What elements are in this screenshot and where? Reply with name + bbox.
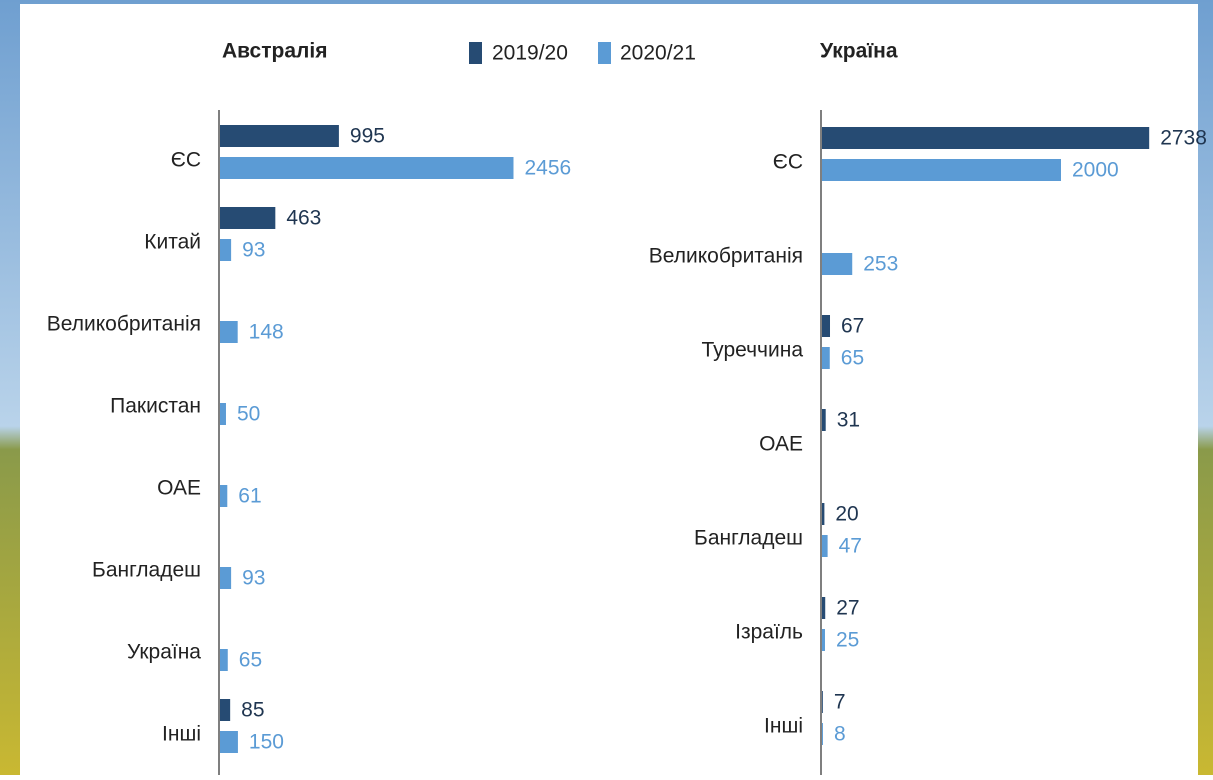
bar: [220, 699, 231, 721]
legend-swatch: [469, 42, 482, 64]
data-label: 150: [249, 731, 284, 754]
data-label: 65: [841, 347, 864, 370]
data-label: 2738: [1160, 127, 1207, 150]
bar: [220, 321, 238, 343]
y-tick-label: Ізраїль: [735, 621, 803, 644]
data-label: 47: [839, 535, 862, 558]
y-tick-label: Бангладеш: [694, 527, 803, 550]
data-label: 27: [836, 597, 859, 620]
data-label: 50: [237, 403, 260, 426]
data-label: 463: [286, 207, 321, 230]
bar: [822, 503, 825, 525]
y-tick-label: Україна: [127, 641, 201, 664]
y-tick-label: Пакистан: [110, 395, 201, 418]
data-label: 93: [242, 567, 265, 590]
data-label: 2456: [524, 157, 571, 180]
data-label: 995: [350, 125, 385, 148]
y-tick-label: ОАЕ: [759, 433, 803, 456]
y-tick-label: ОАЕ: [157, 477, 201, 500]
bar: [220, 567, 232, 589]
y-tick-label: Інші: [764, 715, 803, 738]
data-label: 85: [241, 699, 264, 722]
y-tick-label: ЄС: [171, 149, 201, 172]
bar: [220, 649, 228, 671]
bar: [220, 403, 226, 425]
bar: [822, 409, 826, 431]
y-tick-label: Китай: [144, 231, 201, 254]
bar: [822, 629, 825, 651]
bar: [822, 723, 823, 745]
data-label: 61: [238, 485, 261, 508]
data-label: 67: [841, 315, 864, 338]
y-tick-label: Бангладеш: [92, 559, 201, 582]
legend-label: 2020/21: [620, 42, 696, 65]
bar: [822, 597, 826, 619]
data-label: 31: [837, 409, 860, 432]
data-label: 25: [836, 629, 859, 652]
y-tick-label: Великобританія: [649, 245, 803, 268]
bar: [822, 253, 853, 275]
bar: [220, 157, 514, 179]
data-label: 65: [239, 649, 262, 672]
chart-title: Україна: [820, 40, 898, 63]
bar: [822, 535, 828, 557]
bar: [822, 127, 1150, 149]
y-tick-label: ЄС: [773, 151, 803, 174]
data-label: 7: [834, 691, 846, 714]
bar: [822, 159, 1061, 181]
bar: [822, 347, 830, 369]
data-label: 2000: [1072, 159, 1119, 182]
y-tick-label: Туреччина: [702, 339, 804, 362]
data-label: 253: [863, 253, 898, 276]
bar: [220, 485, 228, 507]
data-label: 8: [834, 723, 846, 746]
bar: [220, 239, 232, 261]
legend-swatch: [598, 42, 611, 64]
bar: [822, 691, 823, 713]
data-label: 148: [249, 321, 284, 344]
y-tick-label: Великобританія: [47, 313, 201, 336]
bar: [220, 731, 238, 753]
data-label: 20: [835, 503, 858, 526]
data-label: 93: [242, 239, 265, 262]
bar: [822, 315, 831, 337]
y-tick-label: Інші: [162, 723, 201, 746]
bar: [220, 125, 339, 147]
bar: [220, 207, 276, 229]
legend-label: 2019/20: [492, 42, 568, 65]
chart-title: Австралія: [222, 40, 327, 63]
